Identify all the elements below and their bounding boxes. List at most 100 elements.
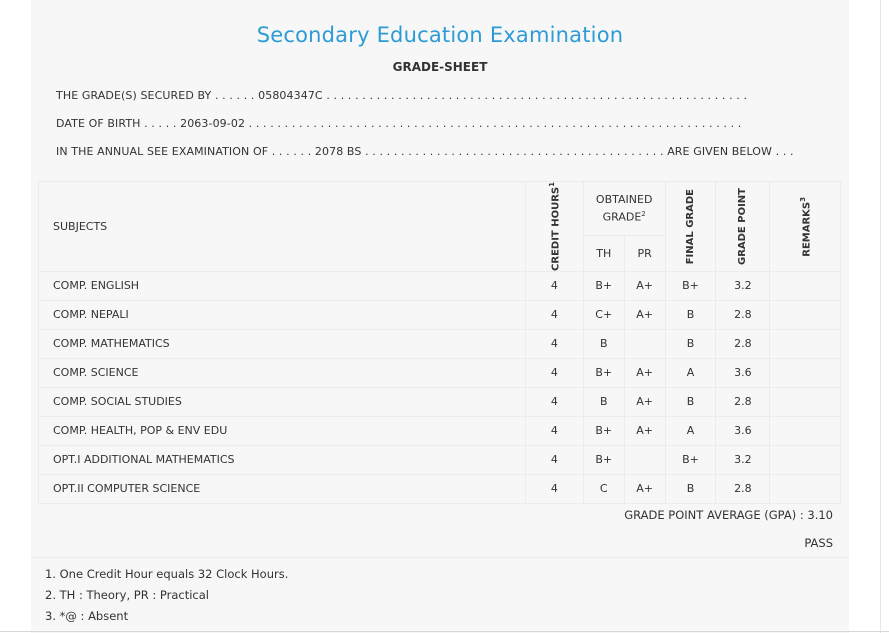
info-secured-by: THE GRADE(S) SECURED BY . . . . . . 0580… bbox=[56, 89, 747, 102]
credit-cell: 4 bbox=[524, 328, 584, 359]
final-grade-cell: B bbox=[664, 328, 717, 359]
final-grade-cell: B bbox=[664, 473, 717, 504]
pr-grade-cell bbox=[623, 444, 666, 475]
header-credit-hours-label: CREDIT HOURS1 bbox=[548, 182, 562, 271]
page-edge bbox=[880, 0, 881, 633]
remarks-cell bbox=[769, 357, 841, 388]
page-subtitle: GRADE-SHEET bbox=[392, 60, 488, 74]
header-th: TH bbox=[582, 234, 625, 272]
pr-grade-cell bbox=[623, 328, 666, 359]
dot-leader: . . . . . . . . . . . . . . . . . . . . … bbox=[365, 145, 664, 158]
pr-grade-cell: A+ bbox=[623, 270, 666, 301]
final-grade-cell: B+ bbox=[664, 270, 717, 301]
subject-cell: OPT.I ADDITIONAL MATHEMATICS bbox=[38, 444, 526, 475]
footnote-3: 3. *@ : Absent bbox=[45, 609, 129, 623]
secured-by-label: THE GRADE(S) SECURED BY . . . . . . bbox=[56, 89, 255, 102]
final-grade-cell: A bbox=[664, 415, 717, 446]
credit-cell: 4 bbox=[524, 444, 584, 475]
table-row: COMP. SOCIAL STUDIES 4 B A+ B 2.8 bbox=[38, 386, 841, 417]
remarks-cell bbox=[769, 299, 841, 330]
dot-leader: . . . . . . . . . . . . . . . . . . . . … bbox=[248, 117, 742, 130]
footnote-divider bbox=[31, 557, 849, 558]
header-grade-point-label: GRADE POINT bbox=[737, 187, 749, 265]
grades-table: SUBJECTS CREDIT HOURS1 OBTAINED GRADE2 F… bbox=[38, 181, 841, 504]
grade-sheet: Secondary Education Examination GRADE-SH… bbox=[31, 0, 849, 633]
dob-label: DATE OF BIRTH . . . . . bbox=[56, 117, 177, 130]
final-grade-cell: B bbox=[664, 299, 717, 330]
subject-cell: OPT.II COMPUTER SCIENCE bbox=[38, 473, 526, 504]
header-subjects: SUBJECTS bbox=[38, 181, 526, 272]
header-final-grade-label: FINAL GRADE bbox=[685, 188, 697, 265]
pr-grade-cell: A+ bbox=[623, 415, 666, 446]
remarks-cell bbox=[769, 473, 841, 504]
credit-cell: 4 bbox=[524, 357, 584, 388]
table-row: COMP. ENGLISH 4 B+ A+ B+ 3.2 bbox=[38, 270, 841, 301]
exam-suffix: ARE GIVEN BELOW . . . bbox=[667, 145, 794, 158]
header-obtained-grade: OBTAINED GRADE2 bbox=[582, 181, 666, 236]
table-row: COMP. MATHEMATICS 4 B B 2.8 bbox=[38, 328, 841, 359]
exam-value: 2078 BS bbox=[314, 145, 362, 158]
final-grade-cell: B+ bbox=[664, 444, 717, 475]
th-grade-cell: B+ bbox=[582, 357, 625, 388]
th-grade-cell: B bbox=[582, 328, 625, 359]
final-grade-cell: A bbox=[664, 357, 717, 388]
th-grade-cell: B+ bbox=[582, 270, 625, 301]
grade-point-cell: 3.2 bbox=[715, 444, 771, 475]
pr-grade-cell: A+ bbox=[623, 473, 666, 504]
pr-grade-cell: A+ bbox=[623, 299, 666, 330]
header-credit-hours: CREDIT HOURS1 bbox=[524, 181, 584, 272]
dot-leader: . . . . . . . . . . . . . . . . . . . . … bbox=[326, 89, 748, 102]
table-row: OPT.I ADDITIONAL MATHEMATICS 4 B+ B+ 3.2 bbox=[38, 444, 841, 475]
page-bottom-edge bbox=[0, 631, 889, 632]
subject-cell: COMP. MATHEMATICS bbox=[38, 328, 526, 359]
header-subjects-label: SUBJECTS bbox=[53, 219, 108, 233]
pr-grade-cell: A+ bbox=[623, 357, 666, 388]
credit-cell: 4 bbox=[524, 415, 584, 446]
dob-value: 2063-09-02 bbox=[180, 117, 246, 130]
subject-cell: COMP. NEPALI bbox=[38, 299, 526, 330]
grade-point-cell: 2.8 bbox=[715, 299, 771, 330]
header-remarks: REMARKS3 bbox=[769, 181, 841, 272]
remarks-cell bbox=[769, 415, 841, 446]
grade-point-cell: 2.8 bbox=[715, 328, 771, 359]
th-grade-cell: C bbox=[582, 473, 625, 504]
credit-cell: 4 bbox=[524, 386, 584, 417]
grade-point-cell: 3.6 bbox=[715, 357, 771, 388]
th-grade-cell: C+ bbox=[582, 299, 625, 330]
th-grade-cell: B bbox=[582, 386, 625, 417]
remarks-cell bbox=[769, 386, 841, 417]
secured-by-value: 05804347C bbox=[258, 89, 323, 102]
remarks-cell bbox=[769, 328, 841, 359]
info-dob: DATE OF BIRTH . . . . . 2063-09-02 . . .… bbox=[56, 117, 741, 130]
header-pr: PR bbox=[623, 234, 666, 272]
header-final-grade: FINAL GRADE bbox=[664, 181, 717, 272]
gpa-value: GRADE POINT AVERAGE (GPA) : 3.10 bbox=[624, 508, 833, 522]
remarks-cell bbox=[769, 270, 841, 301]
page-title: Secondary Education Examination bbox=[256, 23, 624, 47]
result-status: PASS bbox=[804, 536, 833, 550]
pr-grade-cell: A+ bbox=[623, 386, 666, 417]
th-grade-cell: B+ bbox=[582, 444, 625, 475]
credit-cell: 4 bbox=[524, 270, 584, 301]
final-grade-cell: B bbox=[664, 386, 717, 417]
exam-label: IN THE ANNUAL SEE EXAMINATION OF . . . .… bbox=[56, 145, 312, 158]
footnote-1: 1. One Credit Hour equals 32 Clock Hours… bbox=[45, 567, 289, 581]
remarks-cell bbox=[769, 444, 841, 475]
header-obtained-grade-label: OBTAINED GRADE bbox=[595, 193, 653, 224]
subject-cell: COMP. ENGLISH bbox=[38, 270, 526, 301]
table-row: OPT.II COMPUTER SCIENCE 4 C A+ B 2.8 bbox=[38, 473, 841, 504]
credit-cell: 4 bbox=[524, 299, 584, 330]
grade-point-cell: 2.8 bbox=[715, 386, 771, 417]
th-grade-cell: B+ bbox=[582, 415, 625, 446]
header-remarks-label: REMARKS3 bbox=[798, 196, 813, 257]
subject-cell: COMP. HEALTH, POP & ENV EDU bbox=[38, 415, 526, 446]
table-row: COMP. SCIENCE 4 B+ A+ A 3.6 bbox=[38, 357, 841, 388]
footnote-2: 2. TH : Theory, PR : Practical bbox=[45, 588, 209, 602]
credit-cell: 4 bbox=[524, 473, 584, 504]
subject-cell: COMP. SCIENCE bbox=[38, 357, 526, 388]
header-grade-point: GRADE POINT bbox=[715, 181, 771, 272]
info-exam: IN THE ANNUAL SEE EXAMINATION OF . . . .… bbox=[56, 145, 794, 158]
grade-point-cell: 2.8 bbox=[715, 473, 771, 504]
table-row: COMP. HEALTH, POP & ENV EDU 4 B+ A+ A 3.6 bbox=[38, 415, 841, 446]
grade-point-cell: 3.6 bbox=[715, 415, 771, 446]
